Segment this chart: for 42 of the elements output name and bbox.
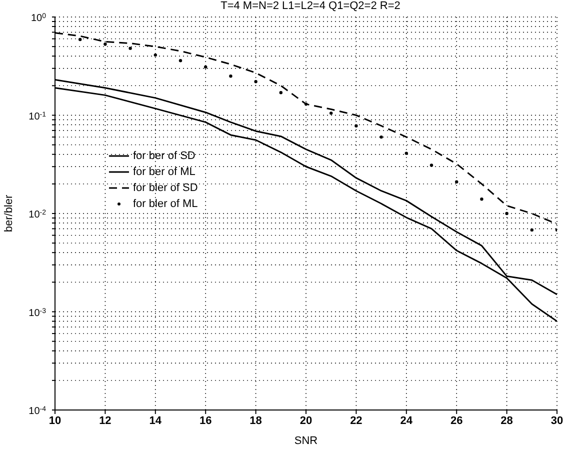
x-tick-label: 24 bbox=[400, 414, 414, 427]
point bbox=[304, 102, 308, 106]
point bbox=[380, 135, 383, 139]
x-tick-label: 30 bbox=[550, 414, 564, 427]
x-tick-label: 18 bbox=[250, 414, 262, 427]
x-tick-label: 26 bbox=[450, 414, 463, 427]
legend-label: for bler of ML bbox=[133, 197, 198, 212]
point bbox=[279, 91, 282, 94]
legend-label: for ber of ML bbox=[133, 165, 196, 180]
x-tick-label: 16 bbox=[199, 414, 212, 427]
x-tick-label: 10 bbox=[48, 414, 62, 427]
point bbox=[204, 65, 208, 69]
point bbox=[354, 124, 358, 128]
point bbox=[128, 46, 132, 50]
x-axis-title: SNR bbox=[294, 435, 318, 447]
point bbox=[455, 180, 458, 184]
x-tick-label: 22 bbox=[350, 414, 362, 427]
y-tick-label: 10$^{-4}$ bbox=[28, 406, 46, 417]
legend-label: for bler of SD bbox=[133, 181, 198, 196]
point bbox=[178, 58, 182, 62]
point bbox=[430, 164, 434, 167]
point bbox=[530, 228, 534, 232]
legend-label: for ber of SD bbox=[133, 149, 196, 164]
x-tick-label: 28 bbox=[500, 414, 513, 427]
point bbox=[154, 53, 157, 57]
point bbox=[104, 42, 107, 46]
y-tick-label: 10$^{0}$ bbox=[30, 12, 46, 24]
point bbox=[480, 198, 484, 201]
x-tick-label: 20 bbox=[300, 414, 312, 427]
y-tick-label: 10$^{-3}$ bbox=[28, 307, 46, 319]
x-tick-label: 12 bbox=[99, 414, 112, 427]
point bbox=[505, 212, 508, 216]
point bbox=[254, 80, 258, 84]
point bbox=[229, 74, 232, 78]
x-tick-label: 14 bbox=[149, 414, 162, 427]
y-tick-label: 10$^{-2}$ bbox=[28, 209, 46, 220]
point bbox=[330, 112, 333, 115]
point bbox=[78, 38, 82, 42]
chart-title: T=4 M=N=2 L1=L2=4 Q1=Q2=2 R=2 bbox=[220, 0, 402, 12]
y-axis-title: ber/bler bbox=[2, 194, 15, 232]
point bbox=[404, 152, 408, 155]
y-tick-label: 10$^{-1}$ bbox=[28, 110, 46, 122]
